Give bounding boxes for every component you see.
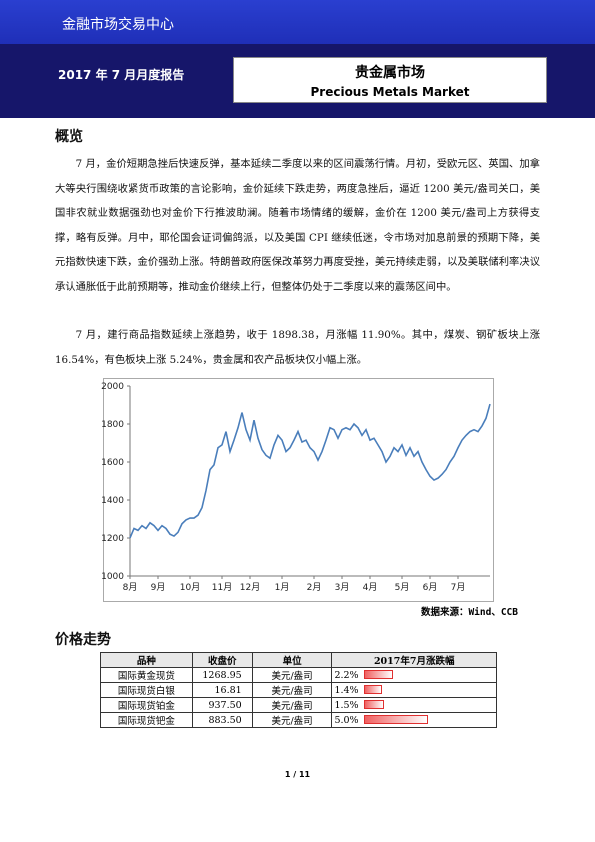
header-cell: 2017年7月涨跌幅 [331,652,497,668]
title-box: 贵金属市场 Precious Metals Market [233,57,547,103]
table-cell: 国际现货白银 [100,682,193,698]
y-tick-label: 1000 [101,572,124,582]
table-cell: 1268.95 [191,667,253,683]
table-cell: 美元/盎司 [251,682,333,698]
table-row: 国际现货铂金 937.50 美元/盎司 1.5% [100,697,497,713]
change-bar [364,670,393,679]
y-tick-label: 1200 [101,534,124,544]
change-label: 1.5% [334,699,359,711]
y-tick-label: 1400 [101,496,124,506]
price-table: 品种 收盘价 单位 2017年7月涨跌幅 国际黄金现货 1268.95 美元/盎司 2.2%… [100,652,497,728]
change-bar [364,715,429,724]
header-cell: 单位 [251,652,333,668]
title-en: Precious Metals Market [310,85,470,99]
table-row: 国际现货钯金 883.50 美元/盎司 5.0% [100,712,497,728]
table-cell: 937.50 [191,697,253,713]
table-cell: 883.50 [191,712,253,728]
table-cell: 国际现货铂金 [100,697,193,713]
change-bar [364,685,383,694]
table-cell: 16.81 [191,682,253,698]
table-cell: 国际现货钯金 [100,712,193,728]
x-tick-label: 9月 [151,582,166,593]
report-title: 2017 年 7 月月度报告 [58,68,185,82]
table-cell: 美元/盎司 [251,667,333,683]
change-label: 1.4% [334,684,359,696]
chart-frame [103,378,494,602]
x-tick-label: 11月 [212,582,232,593]
x-tick-label: 10月 [180,582,200,593]
x-tick-label: 2月 [307,582,322,593]
table-row: 国际现货白银 16.81 美元/盎司 1.4% [100,682,497,698]
section-heading: 概览 [55,129,83,145]
table-cell: 国际黄金现货 [100,667,193,683]
x-tick-label: 8月 [123,582,138,593]
section-heading: 价格走势 [55,632,111,648]
change-label: 2.2% [334,669,359,681]
chart: 1000 1200 1400 1600 1800 2000 8月 9月 10月 11月 12月 1月 2… [101,382,491,593]
paragraph: 7 月，金价短期急挫后快速反弹，基本延续二季度以来的区间震荡行情。月初，受欧元区… [55,158,540,293]
x-tick-label: 3月 [335,582,350,593]
y-tick-label: 2000 [101,382,124,392]
y-tick-label: 1800 [101,420,124,430]
top-bar [0,0,595,44]
header-cell: 收盘价 [191,652,253,668]
y-tick-label: 1600 [101,458,124,468]
x-tick-label: 4月 [363,582,378,593]
x-tick-label: 5月 [395,582,410,593]
change-cell: 1.5% [331,697,497,713]
table-cell: 美元/盎司 [251,712,333,728]
x-tick-label: 12月 [240,582,260,593]
x-tick-label: 6月 [423,582,438,593]
source: 数据来源：Wind、CCB [420,607,518,618]
header-row: 品种 收盘价 单位 2017年7月涨跌幅 [100,652,497,668]
table-cell: 美元/盎司 [251,697,333,713]
x-tick-label: 7月 [451,582,466,593]
paragraph: 7 月，建行商品指数延续上涨趋势，收于 1898.38，月涨幅 11.90%。其… [55,329,540,366]
x-tick-label: 1月 [275,582,290,593]
table-body: 国际黄金现货 1268.95 美元/盎司 2.2% 国际现货白银 16.81 美元/盎司 1.… [100,667,497,728]
change-label: 5.0% [334,714,359,726]
title-cn: 贵金属市场 [355,65,425,81]
header-cell: 品种 [100,652,193,668]
change-cell: 2.2% [331,667,497,683]
table-row: 国际黄金现货 1268.95 美元/盎司 2.2% [100,667,497,683]
change-cell: 1.4% [331,682,497,698]
change-bar [364,700,384,709]
org-name: 金融市场交易中心 [62,17,174,33]
page-number: 1 / 11 [284,770,311,779]
price-line [129,403,491,539]
change-cell: 5.0% [331,712,497,728]
